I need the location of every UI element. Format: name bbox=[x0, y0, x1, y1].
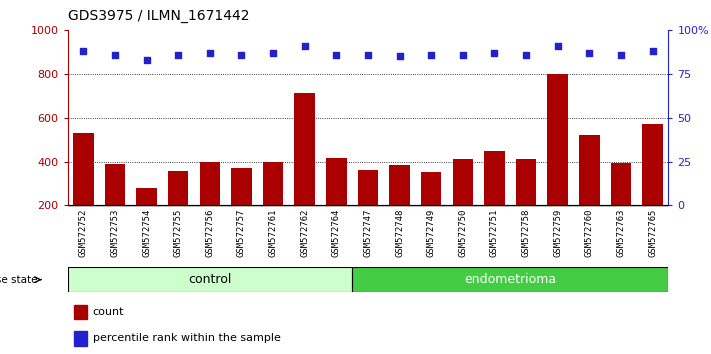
Bar bbox=[352, 267, 668, 292]
Bar bbox=[200, 161, 220, 205]
Text: GSM572762: GSM572762 bbox=[300, 209, 309, 257]
Bar bbox=[73, 305, 87, 319]
Text: endometrioma: endometrioma bbox=[464, 273, 556, 286]
Bar bbox=[579, 135, 599, 205]
Bar bbox=[73, 331, 87, 346]
Text: GSM572765: GSM572765 bbox=[648, 209, 657, 257]
Point bbox=[236, 52, 247, 57]
Bar bbox=[294, 92, 315, 205]
Text: disease state: disease state bbox=[0, 275, 37, 285]
Text: GSM572763: GSM572763 bbox=[616, 209, 626, 257]
Bar bbox=[105, 164, 125, 205]
Bar bbox=[73, 133, 94, 205]
Text: GSM572754: GSM572754 bbox=[142, 209, 151, 257]
Text: GSM572756: GSM572756 bbox=[205, 209, 214, 257]
Point bbox=[520, 52, 532, 57]
Bar bbox=[642, 124, 663, 205]
Bar bbox=[515, 159, 536, 205]
Point bbox=[362, 52, 374, 57]
Bar bbox=[390, 165, 410, 205]
Text: count: count bbox=[92, 307, 124, 317]
Text: GSM572748: GSM572748 bbox=[395, 209, 404, 257]
Text: GSM572761: GSM572761 bbox=[269, 209, 277, 257]
Text: GDS3975 / ILMN_1671442: GDS3975 / ILMN_1671442 bbox=[68, 9, 249, 23]
Point bbox=[425, 52, 437, 57]
Point bbox=[141, 57, 152, 63]
Point bbox=[173, 52, 184, 57]
Point bbox=[552, 43, 563, 49]
Bar bbox=[452, 159, 473, 205]
Text: control: control bbox=[188, 273, 232, 286]
Point bbox=[615, 52, 626, 57]
Point bbox=[299, 43, 311, 49]
Point bbox=[109, 52, 121, 57]
Point bbox=[204, 50, 215, 56]
Point bbox=[77, 48, 89, 54]
Bar bbox=[263, 161, 284, 205]
Text: GSM572747: GSM572747 bbox=[363, 209, 373, 257]
Bar bbox=[137, 188, 157, 205]
Bar bbox=[326, 158, 346, 205]
Bar bbox=[547, 74, 568, 205]
Text: GSM572764: GSM572764 bbox=[332, 209, 341, 257]
Text: GSM572751: GSM572751 bbox=[490, 209, 499, 257]
Text: GSM572758: GSM572758 bbox=[522, 209, 530, 257]
Point bbox=[331, 52, 342, 57]
Point bbox=[584, 50, 595, 56]
Text: GSM572760: GSM572760 bbox=[584, 209, 594, 257]
Point bbox=[267, 50, 279, 56]
Bar bbox=[231, 168, 252, 205]
Bar bbox=[168, 171, 188, 205]
Bar bbox=[611, 162, 631, 205]
Text: GSM572757: GSM572757 bbox=[237, 209, 246, 257]
Text: GSM572753: GSM572753 bbox=[110, 209, 119, 257]
Text: GSM572750: GSM572750 bbox=[459, 209, 467, 257]
Point bbox=[394, 53, 405, 59]
Text: GSM572759: GSM572759 bbox=[553, 209, 562, 257]
Bar bbox=[68, 267, 352, 292]
Point bbox=[457, 52, 469, 57]
Point bbox=[488, 50, 500, 56]
Bar bbox=[358, 170, 378, 205]
Text: percentile rank within the sample: percentile rank within the sample bbox=[92, 333, 281, 343]
Text: GSM572752: GSM572752 bbox=[79, 209, 88, 257]
Bar bbox=[421, 172, 442, 205]
Bar bbox=[484, 150, 505, 205]
Text: GSM572749: GSM572749 bbox=[427, 209, 436, 257]
Point bbox=[647, 48, 658, 54]
Text: GSM572755: GSM572755 bbox=[173, 209, 183, 257]
